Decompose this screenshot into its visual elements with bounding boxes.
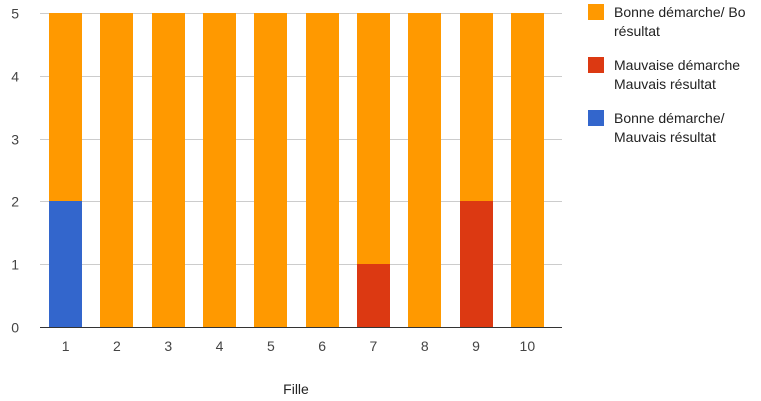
legend-item-series-2[interactable]: Bonne démarche/ Mauvais résultat: [588, 109, 761, 162]
legend-swatch-series-0: [588, 4, 604, 20]
bar-series-0-category-9[interactable]: [460, 13, 493, 201]
x-tick-label-5: 5: [267, 338, 275, 354]
y-tick-label-4: 4: [11, 69, 19, 85]
x-tick-label-9: 9: [472, 338, 480, 354]
y-tick-label-0: 0: [11, 320, 19, 336]
y-tick-label-2: 2: [11, 194, 19, 210]
y-tick-label-5: 5: [11, 6, 19, 22]
legend-swatch-series-2: [588, 110, 604, 126]
bar-series-2-category-1[interactable]: [49, 201, 82, 327]
x-tick-label-4: 4: [216, 338, 224, 354]
chart-legend: Bonne démarche/ Bo résultat Mauvaise déma…: [588, 3, 761, 162]
bar-series-1-category-7[interactable]: [357, 264, 390, 327]
bar-series-0-category-1[interactable]: [49, 13, 82, 201]
x-tick-label-10: 10: [520, 338, 536, 354]
bar-series-0-category-6[interactable]: [306, 13, 339, 327]
legend-item-series-0[interactable]: Bonne démarche/ Bo résultat: [588, 3, 761, 56]
x-axis-title: Fille: [283, 381, 309, 397]
bar-series-0-category-7[interactable]: [357, 13, 390, 264]
y-tick-label-3: 3: [11, 132, 19, 148]
legend-label-series-0: Bonne démarche/ Bo résultat: [614, 4, 746, 39]
legend-label-series-2: Bonne démarche/ Mauvais résultat: [614, 110, 725, 145]
bar-series-0-category-2[interactable]: [100, 13, 133, 327]
bar-series-0-category-5[interactable]: [254, 13, 287, 327]
bar-series-0-category-10[interactable]: [511, 13, 544, 327]
legend-label-series-1: Mauvaise démarche Mauvais résultat: [614, 57, 741, 92]
bar-series-0-category-8[interactable]: [408, 13, 441, 327]
x-tick-label-3: 3: [164, 338, 172, 354]
x-tick-label-8: 8: [421, 338, 429, 354]
x-tick-label-1: 1: [62, 338, 70, 354]
x-tick-label-6: 6: [318, 338, 326, 354]
x-tick-label-7: 7: [370, 338, 378, 354]
legend-item-series-1[interactable]: Mauvaise démarche Mauvais résultat: [588, 56, 761, 109]
y-tick-label-1: 1: [11, 257, 19, 273]
bar-series-1-category-9[interactable]: [460, 201, 493, 327]
bar-series-0-category-4[interactable]: [203, 13, 236, 327]
bar-series-0-category-3[interactable]: [152, 13, 185, 327]
x-tick-label-2: 2: [113, 338, 121, 354]
legend-swatch-series-1: [588, 57, 604, 73]
